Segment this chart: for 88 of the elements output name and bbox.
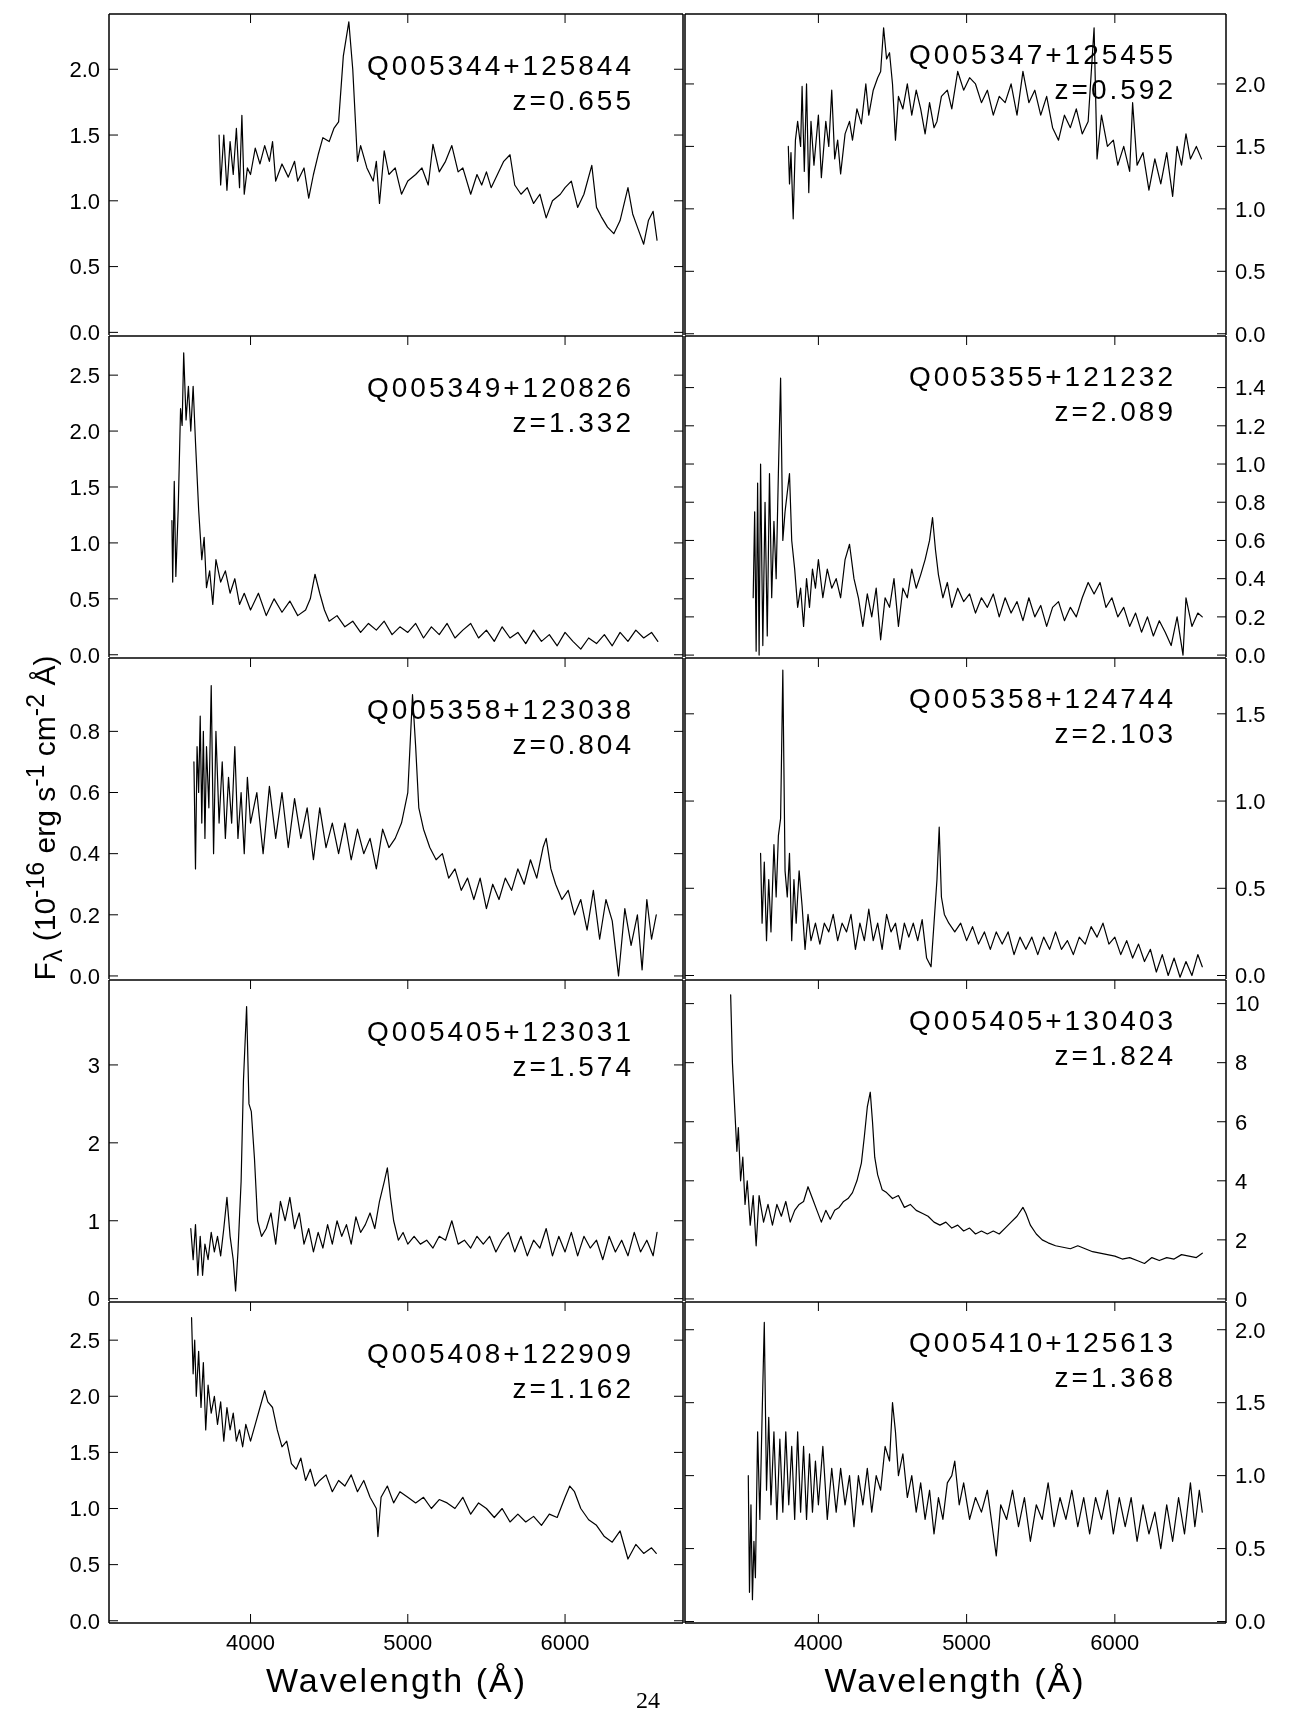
x-axis-title: Wavelength (Å)	[265, 1661, 528, 1699]
annotation: z=0.804	[512, 729, 634, 761]
y-tick-label: 1.5	[69, 474, 100, 500]
annotation: z=1.332	[512, 407, 634, 439]
y-tick-label: 0.8	[1235, 490, 1266, 516]
annotation: z=0.655	[512, 85, 634, 117]
y-tick-label: 0.4	[69, 841, 100, 867]
line-series	[171, 352, 659, 650]
y-tick-label: 0.0	[1235, 321, 1266, 347]
line-series	[193, 684, 657, 977]
y-tick-label: 1.0	[69, 530, 100, 556]
line-series	[787, 27, 1203, 220]
y-tick-label: 0.4	[1235, 566, 1266, 592]
y-tick-label: 1.0	[69, 188, 100, 214]
annotation: z=1.162	[512, 1373, 634, 1405]
y-tick-label: 1.5	[1235, 1390, 1266, 1416]
x-tick-label: 6000	[540, 1629, 590, 1655]
y-tick-label: 2	[87, 1130, 100, 1156]
y-tick-label: 10	[1235, 991, 1260, 1017]
y-tick-label: 1.5	[1235, 701, 1266, 727]
y-tick-label: 1.0	[1235, 1463, 1266, 1489]
y-tick-label: 0.5	[1235, 259, 1266, 285]
y-tick-label: 4	[1235, 1168, 1248, 1194]
y-tick-label: 0	[1235, 1286, 1248, 1312]
y-tick-label: 8	[1235, 1050, 1248, 1076]
y-tick-label: 1.5	[1235, 134, 1266, 160]
x-tick-label: 5000	[383, 1629, 433, 1655]
y-tick-label: 2.0	[69, 1384, 100, 1410]
line-series	[190, 1005, 658, 1292]
y-tick-label: 0.0	[69, 963, 100, 989]
y-tick-label: 6	[1235, 1109, 1248, 1135]
y-tick-label: 0.6	[1235, 528, 1266, 554]
y-tick-label: 0.8	[69, 719, 100, 745]
y-tick-label: 0.5	[69, 1552, 100, 1578]
annotation: z=1.368	[1054, 1362, 1176, 1394]
y-tick-label: 2.0	[69, 57, 100, 83]
annotation: Q005408+122909	[367, 1338, 634, 1370]
y-tick-label: 1.2	[1235, 413, 1266, 439]
x-tick-label: 4000	[226, 1629, 276, 1655]
y-tick-label: 0.0	[69, 1608, 100, 1634]
y-tick-label: 0.0	[69, 642, 100, 668]
y-tick-label: 0.6	[69, 780, 100, 806]
line-series	[190, 1317, 657, 1560]
y-tick-label: 2.0	[1235, 1317, 1266, 1343]
x-axis-title: Wavelength (Å)	[823, 1661, 1087, 1700]
annotation: Q005355+121232	[909, 361, 1176, 393]
y-tick-label: 0.5	[69, 586, 100, 612]
y-tick-label: 2.0	[69, 418, 100, 444]
y-tick-label: 0.0	[1235, 963, 1266, 989]
y-tick-label: 1.0	[1235, 451, 1266, 477]
text: 24	[636, 1687, 660, 1714]
y-tick-label: 0.5	[69, 254, 100, 280]
annotation: z=2.103	[1054, 718, 1176, 750]
annotation: z=1.824	[1054, 1040, 1176, 1072]
y-tick-label: 1.5	[69, 122, 100, 148]
y-tick-label: 0.5	[1235, 1536, 1266, 1562]
x-tick-label: 4000	[793, 1629, 843, 1655]
y-tick-label: 2	[1235, 1227, 1248, 1253]
annotation: Q005405+123031	[367, 1016, 634, 1048]
y-tick-label: 0.0	[1235, 1609, 1266, 1635]
y-tick-label: 0	[87, 1286, 100, 1312]
annotation: Q005410+125613	[909, 1327, 1176, 1359]
y-tick-label: 1.5	[69, 1440, 100, 1466]
y-tick-label: 0.2	[1235, 604, 1266, 630]
annotation: Q005344+125844	[367, 50, 634, 82]
y-tick-label: 0.0	[69, 320, 100, 346]
y-tick-label: 3	[87, 1052, 100, 1078]
y-tick-label: 1	[87, 1208, 100, 1234]
x-tick-label: 6000	[1090, 1629, 1140, 1655]
y-tick-label: 1.0	[69, 1496, 100, 1522]
y-tick-label: 2.0	[1235, 71, 1266, 97]
annotation: z=1.574	[512, 1051, 634, 1083]
y-tick-label: 1.0	[1235, 788, 1266, 814]
annotation: z=2.089	[1054, 396, 1176, 428]
line-series	[218, 21, 658, 245]
annotation: Q005405+130403	[909, 1005, 1176, 1037]
y-tick-label: 1.0	[1235, 196, 1266, 222]
annotation: Q005358+124744	[909, 683, 1176, 715]
annotation: Q005349+120826	[367, 372, 634, 404]
y-tick-label: 1.4	[1235, 375, 1266, 401]
line-series	[747, 1321, 1203, 1601]
y-tick-label: 2.5	[69, 362, 100, 388]
x-tick-label: 5000	[942, 1629, 992, 1655]
y-tick-label: 2.5	[69, 1327, 100, 1353]
y-tick-label: 0.0	[1235, 642, 1266, 668]
line-series	[730, 994, 1203, 1265]
y-tick-label: 0.5	[1235, 876, 1266, 902]
y-tick-label: 0.2	[69, 902, 100, 928]
